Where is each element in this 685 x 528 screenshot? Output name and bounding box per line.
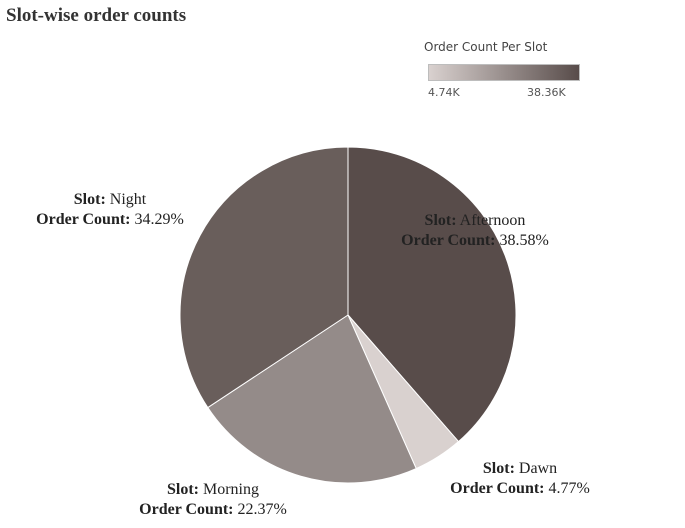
slice-label-night: Slot: Night Order Count: 34.29% xyxy=(0,190,230,230)
pie-slice-afternoon[interactable] xyxy=(347,146,517,443)
order-count-field-label: Order Count: xyxy=(139,501,234,518)
chart-title: Slot-wise order counts xyxy=(6,5,187,26)
order-count-field-label: Order Count: xyxy=(36,211,131,228)
legend-min-label: 4.74K xyxy=(428,86,460,99)
pie-slice-night[interactable] xyxy=(179,146,349,409)
slot-field-label: Slot: xyxy=(167,481,199,498)
order-count-field-label: Order Count: xyxy=(401,232,496,249)
slice-label-dawn: Slot: Dawn Order Count: 4.77% xyxy=(400,459,640,499)
legend-title: Order Count Per Slot xyxy=(424,40,548,54)
slot-name: Night xyxy=(109,191,147,208)
slot-field-label: Slot: xyxy=(73,191,106,208)
color-legend-gradient[interactable] xyxy=(428,64,580,81)
slice-percent: 34.29% xyxy=(134,211,184,228)
slot-name: Dawn xyxy=(518,460,558,477)
legend-max-label: 38.36K xyxy=(527,86,566,99)
slot-field-label: Slot: xyxy=(424,212,457,229)
pie-slice-morning[interactable] xyxy=(207,314,417,484)
slice-label-morning: Slot: Morning Order Count: 22.37% xyxy=(93,480,333,520)
slice-label-afternoon: Slot: Afternoon Order Count: 38.58% xyxy=(355,211,595,251)
slot-name: Morning xyxy=(203,481,259,498)
slice-percent: 4.77% xyxy=(548,480,590,497)
slot-field-label: Slot: xyxy=(482,460,515,477)
slice-percent: 38.58% xyxy=(499,232,549,249)
order-count-field-label: Order Count: xyxy=(450,480,545,497)
slot-name: Afternoon xyxy=(459,212,526,229)
slice-percent: 22.37% xyxy=(237,501,287,518)
